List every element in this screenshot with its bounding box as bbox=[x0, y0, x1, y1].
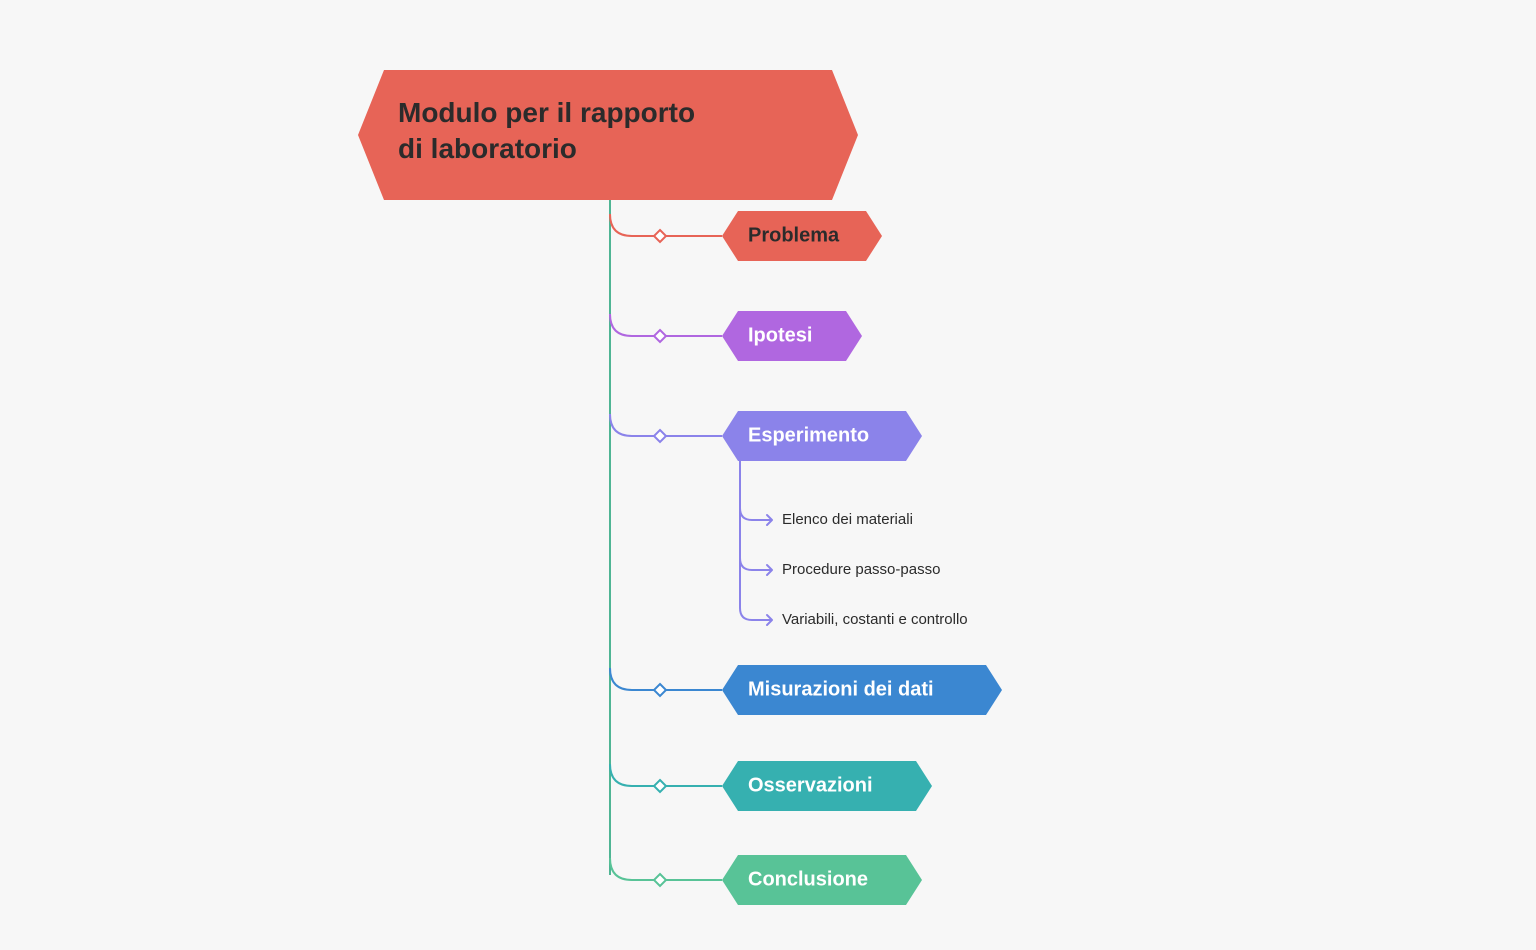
sub-label-1: Procedure passo-passo bbox=[782, 561, 940, 578]
node-conclusione-label: Conclusione bbox=[748, 868, 868, 890]
root-title-line2: di laboratorio bbox=[398, 133, 577, 164]
sub-label-2: Variabili, costanti e controllo bbox=[782, 611, 968, 628]
sub-label-0: Elenco dei materiali bbox=[782, 511, 913, 528]
node-problema-label: Problema bbox=[748, 224, 840, 246]
mindmap-diagram: Modulo per il rapporto di laboratorio Prob… bbox=[0, 0, 1536, 950]
node-ipotesi-label: Ipotesi bbox=[748, 324, 812, 346]
node-misurazioni-label: Misurazioni dei dati bbox=[748, 678, 934, 700]
node-esperimento-label: Esperimento bbox=[748, 424, 869, 446]
node-osservazioni-label: Osservazioni bbox=[748, 774, 873, 796]
root-title-line1: Modulo per il rapporto bbox=[398, 97, 695, 128]
